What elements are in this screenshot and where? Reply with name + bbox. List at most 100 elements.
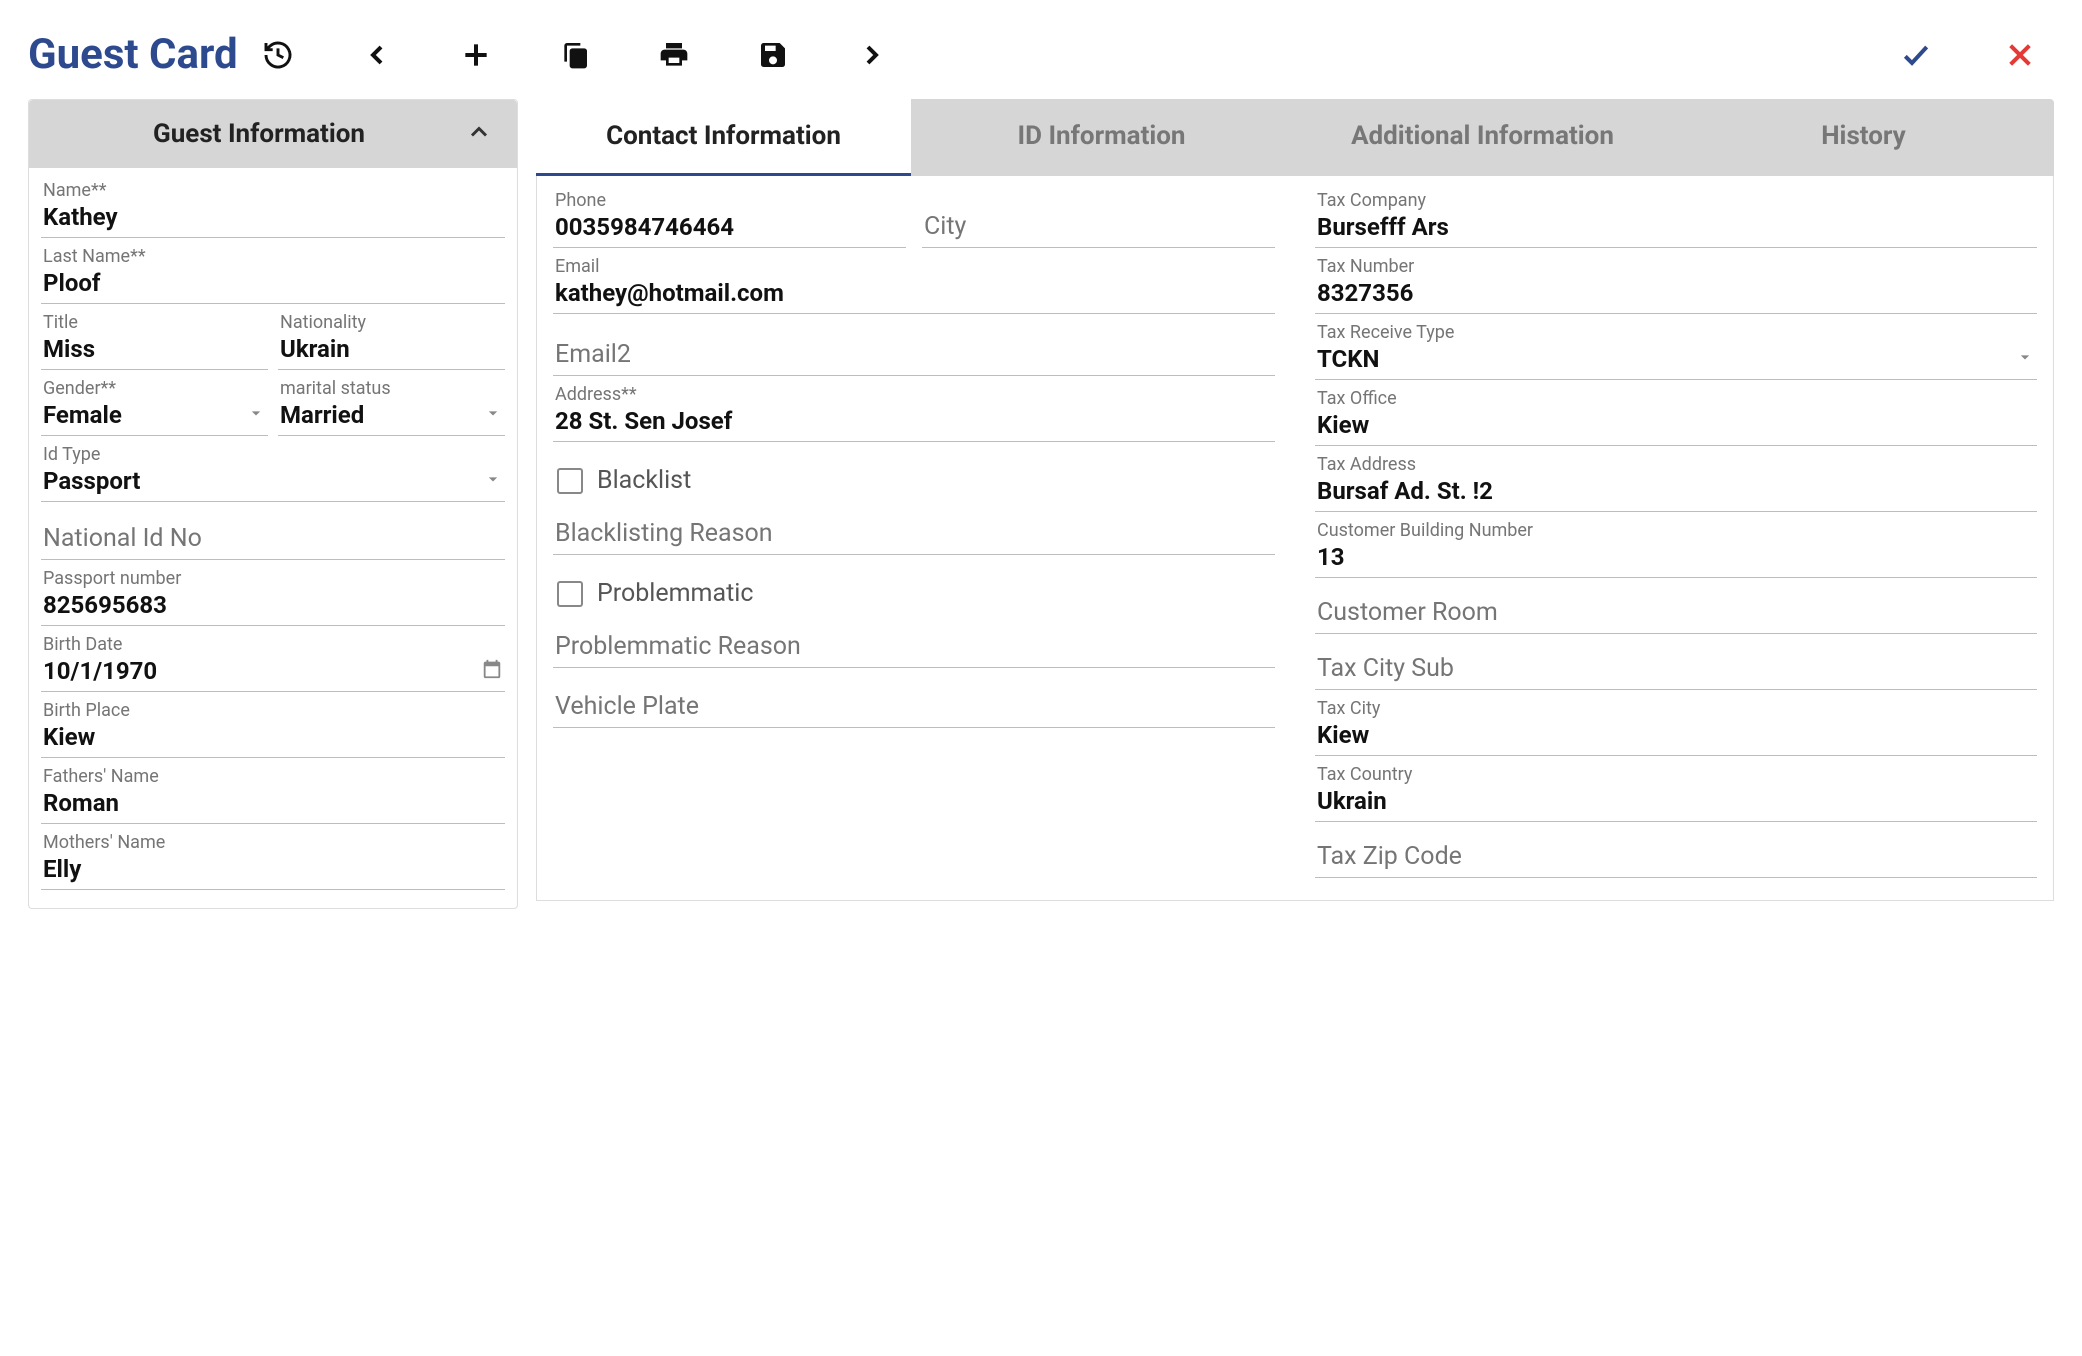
gender-value: Female: [43, 401, 246, 429]
tax-number-field[interactable]: Tax Number: [1315, 252, 2037, 314]
lastname-field[interactable]: Last Name**: [41, 242, 505, 304]
birthdate-field[interactable]: Birth Date 10/1/1970: [41, 630, 505, 692]
next-button[interactable]: [850, 33, 894, 77]
tax-city-input[interactable]: [1317, 721, 2035, 749]
history-icon[interactable]: [256, 33, 300, 77]
city-field[interactable]: [922, 208, 1275, 248]
tax-receive-type-value: TCKN: [1317, 345, 2015, 373]
problematic-reason-input[interactable]: [555, 632, 1273, 661]
vehicle-input[interactable]: [555, 692, 1273, 721]
blacklist-reason-input[interactable]: [555, 519, 1273, 548]
calendar-icon[interactable]: [481, 658, 503, 684]
email2-field[interactable]: [553, 336, 1275, 376]
guest-info-header[interactable]: Guest Information: [29, 100, 517, 168]
lastname-input[interactable]: [43, 269, 503, 297]
tax-city-sub-field[interactable]: [1315, 650, 2037, 690]
customer-room-field[interactable]: [1315, 594, 2037, 634]
nationality-input[interactable]: [280, 335, 503, 363]
close-button[interactable]: [1998, 33, 2042, 77]
birthplace-input[interactable]: [43, 723, 503, 751]
contact-tab-body: Phone Email Address**: [536, 176, 2054, 901]
tabs: Contact Information ID Information Addit…: [536, 99, 2054, 176]
tax-receive-type-field[interactable]: Tax Receive Type TCKN: [1315, 318, 2037, 380]
blacklist-row[interactable]: Blacklist: [553, 446, 1275, 515]
copy-button[interactable]: [553, 33, 597, 77]
tab-contact[interactable]: Contact Information: [536, 99, 911, 176]
tax-address-field[interactable]: Tax Address: [1315, 450, 2037, 512]
building-field[interactable]: Customer Building Number: [1315, 516, 2037, 578]
passport-field[interactable]: Passport number: [41, 564, 505, 626]
email-field[interactable]: Email: [553, 252, 1275, 314]
mothers-input[interactable]: [43, 855, 503, 883]
tax-number-input[interactable]: [1317, 279, 2035, 307]
tab-history[interactable]: History: [1673, 99, 2054, 176]
guest-info-panel: Guest Information Name** Last Name** Tit…: [28, 99, 518, 909]
vehicle-field[interactable]: [553, 688, 1275, 728]
birthdate-value: 10/1/1970: [43, 657, 481, 685]
print-button[interactable]: [652, 33, 696, 77]
building-input[interactable]: [1317, 543, 2035, 571]
phone-field[interactable]: Phone: [553, 186, 906, 248]
birthdate-label: Birth Date: [43, 634, 503, 655]
tax-office-input[interactable]: [1317, 411, 2035, 439]
toolbar-left: [256, 33, 894, 77]
title-label: Title: [43, 312, 266, 333]
previous-button[interactable]: [355, 33, 399, 77]
lastname-label: Last Name**: [43, 246, 503, 267]
email2-input[interactable]: [555, 340, 1273, 369]
tax-office-field[interactable]: Tax Office: [1315, 384, 2037, 446]
tax-city-sub-input[interactable]: [1317, 654, 2035, 683]
title-field[interactable]: Title: [41, 308, 268, 370]
chevron-down-icon: [246, 403, 266, 427]
problematic-label: Problemmatic: [597, 579, 753, 608]
nationality-field[interactable]: Nationality: [278, 308, 505, 370]
fathers-input[interactable]: [43, 789, 503, 817]
chevron-down-icon: [483, 469, 503, 493]
passport-input[interactable]: [43, 591, 503, 619]
name-label: Name**: [43, 180, 503, 201]
blacklist-reason-field[interactable]: [553, 515, 1275, 555]
gender-field[interactable]: Gender** Female: [41, 374, 268, 436]
chevron-down-icon: [2015, 347, 2035, 371]
problematic-reason-field[interactable]: [553, 628, 1275, 668]
address-field[interactable]: Address**: [553, 380, 1275, 442]
tab-id[interactable]: ID Information: [911, 99, 1292, 176]
mothers-field[interactable]: Mothers' Name: [41, 828, 505, 890]
blacklist-checkbox[interactable]: [557, 468, 583, 494]
building-label: Customer Building Number: [1317, 520, 2035, 541]
main-panel: Contact Information ID Information Addit…: [536, 99, 2054, 901]
tax-zip-field[interactable]: [1315, 838, 2037, 878]
tax-city-field[interactable]: Tax City: [1315, 694, 2037, 756]
birthplace-field[interactable]: Birth Place: [41, 696, 505, 758]
add-button[interactable]: [454, 33, 498, 77]
fathers-field[interactable]: Fathers' Name: [41, 762, 505, 824]
marital-field[interactable]: marital status Married: [278, 374, 505, 436]
save-button[interactable]: [751, 33, 795, 77]
problematic-checkbox[interactable]: [557, 581, 583, 607]
address-input[interactable]: [555, 407, 1273, 435]
title-input[interactable]: [43, 335, 266, 363]
problematic-row[interactable]: Problemmatic: [553, 559, 1275, 628]
email-input[interactable]: [555, 279, 1273, 307]
name-field[interactable]: Name**: [41, 176, 505, 238]
tab-additional[interactable]: Additional Information: [1292, 99, 1673, 176]
name-input[interactable]: [43, 203, 503, 231]
customer-room-input[interactable]: [1317, 598, 2035, 627]
idtype-field[interactable]: Id Type Passport: [41, 440, 505, 502]
chevron-up-icon: [465, 118, 493, 150]
tax-company-input[interactable]: [1317, 213, 2035, 241]
nationalid-field[interactable]: [41, 520, 505, 560]
tax-country-label: Tax Country: [1317, 764, 2035, 785]
tax-address-input[interactable]: [1317, 477, 2035, 505]
tax-zip-input[interactable]: [1317, 842, 2035, 871]
tax-right-col: Tax Company Tax Number Tax Receive Type …: [1315, 186, 2037, 882]
confirm-button[interactable]: [1894, 33, 1938, 77]
tax-company-field[interactable]: Tax Company: [1315, 186, 2037, 248]
tax-country-input[interactable]: [1317, 787, 2035, 815]
nationalid-input[interactable]: [43, 524, 503, 553]
email-label: Email: [555, 256, 1273, 277]
city-input[interactable]: [924, 212, 1273, 241]
phone-input[interactable]: [555, 213, 904, 241]
tax-country-field[interactable]: Tax Country: [1315, 760, 2037, 822]
page-title: Guest Card: [28, 30, 238, 79]
